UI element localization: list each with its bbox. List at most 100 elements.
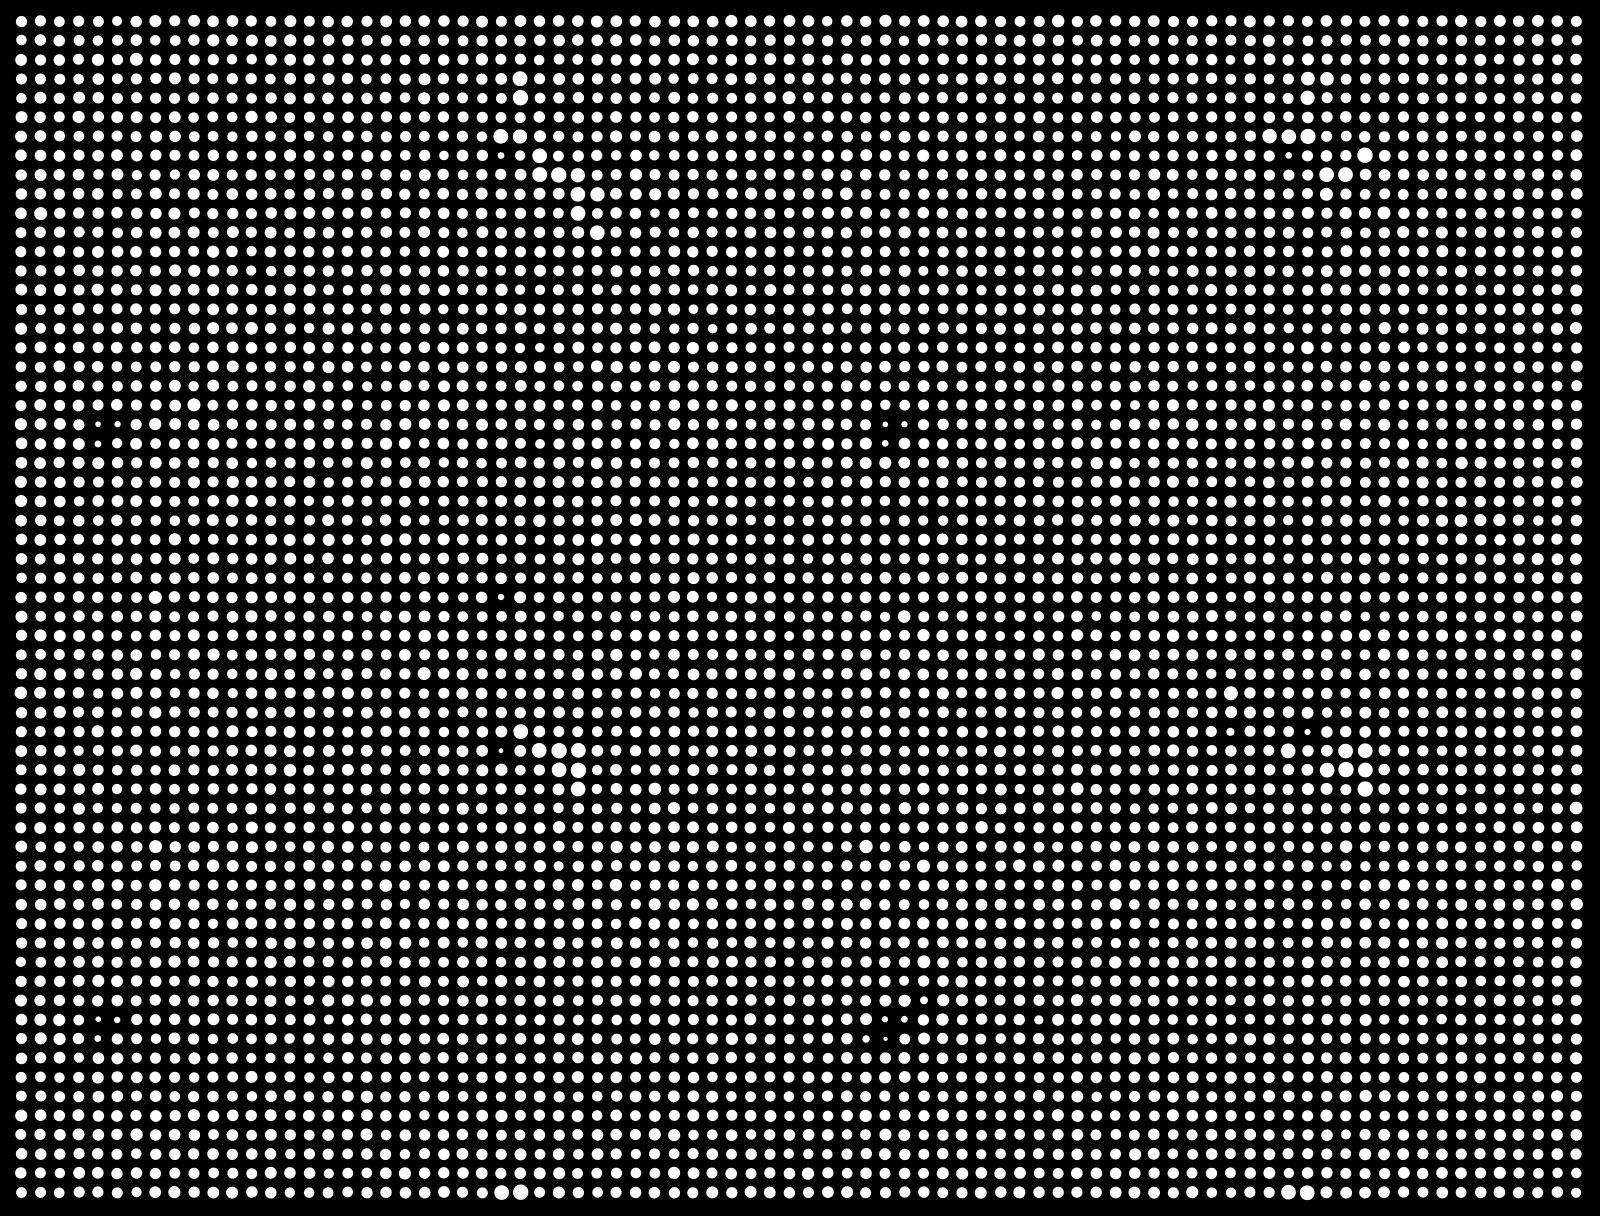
halftone-dot bbox=[1129, 783, 1141, 795]
halftone-dot bbox=[650, 208, 660, 218]
halftone-dot bbox=[475, 917, 488, 930]
halftone-dot bbox=[841, 1109, 853, 1122]
halftone-dot bbox=[1052, 418, 1064, 430]
halftone-dot bbox=[169, 72, 181, 85]
halftone-dot bbox=[111, 1110, 123, 1122]
halftone-dot bbox=[802, 591, 814, 604]
halftone-dot bbox=[1129, 303, 1141, 315]
halftone-dot bbox=[1129, 245, 1141, 258]
halftone-dot bbox=[207, 208, 219, 220]
halftone-dot bbox=[1512, 1128, 1525, 1141]
halftone-dot bbox=[111, 898, 123, 910]
halftone-dot bbox=[883, 1036, 888, 1042]
halftone-dot bbox=[207, 15, 219, 28]
halftone-dot bbox=[649, 688, 661, 699]
halftone-dot bbox=[725, 1051, 737, 1064]
halftone-dot bbox=[764, 188, 777, 200]
halftone-dot bbox=[399, 476, 412, 489]
halftone-dot bbox=[1378, 783, 1391, 795]
halftone-dot bbox=[360, 975, 373, 987]
halftone-dot bbox=[1263, 1032, 1276, 1045]
halftone-dot bbox=[1532, 995, 1544, 1007]
halftone-dot bbox=[1052, 341, 1064, 354]
halftone-dot bbox=[1148, 1071, 1160, 1083]
halftone-dot bbox=[1359, 1052, 1371, 1064]
halftone-dot bbox=[822, 553, 834, 565]
halftone-dot bbox=[342, 957, 353, 968]
halftone-dot bbox=[533, 840, 546, 853]
halftone-dot bbox=[1455, 937, 1467, 949]
halftone-dot bbox=[1436, 54, 1448, 65]
halftone-dot bbox=[1033, 994, 1045, 1006]
halftone-dot bbox=[591, 246, 603, 257]
halftone-dot bbox=[1282, 418, 1295, 430]
halftone-dot bbox=[380, 649, 392, 661]
halftone-dot bbox=[1071, 360, 1083, 373]
halftone-dot bbox=[1282, 937, 1294, 949]
halftone-dot bbox=[975, 591, 987, 603]
halftone-dot bbox=[1052, 995, 1064, 1007]
halftone-dot bbox=[1090, 207, 1103, 220]
halftone-dot bbox=[1571, 130, 1583, 142]
halftone-dot bbox=[1340, 687, 1351, 699]
halftone-dot bbox=[91, 1071, 104, 1084]
halftone-dot bbox=[879, 188, 891, 200]
halftone-dot bbox=[1263, 1071, 1275, 1084]
halftone-dot bbox=[1378, 802, 1390, 814]
halftone-dot bbox=[341, 1052, 354, 1064]
halftone-dot bbox=[1302, 35, 1314, 47]
halftone-dot bbox=[879, 73, 891, 85]
halftone-dot bbox=[417, 667, 431, 681]
halftone-dot bbox=[1090, 706, 1102, 718]
halftone-dot bbox=[227, 1090, 238, 1102]
halftone-dot bbox=[1033, 246, 1045, 258]
halftone-dot bbox=[1454, 514, 1468, 527]
halftone-dot bbox=[73, 1166, 86, 1179]
halftone-dot bbox=[226, 802, 238, 814]
halftone-dot bbox=[821, 994, 833, 1006]
halftone-dot bbox=[668, 15, 681, 27]
halftone-dot bbox=[668, 34, 681, 47]
halftone-dot bbox=[1109, 188, 1121, 200]
halftone-dot bbox=[1128, 841, 1141, 853]
halftone-dot bbox=[169, 879, 181, 891]
halftone-dot bbox=[1205, 610, 1218, 622]
halftone-dot bbox=[34, 399, 47, 412]
halftone-dot bbox=[476, 341, 488, 353]
halftone-dot bbox=[860, 1129, 871, 1141]
halftone-dot bbox=[207, 360, 219, 373]
halftone-dot bbox=[629, 303, 642, 315]
halftone-dot bbox=[1339, 1090, 1352, 1103]
halftone-dot bbox=[187, 476, 200, 489]
halftone-dot bbox=[150, 112, 162, 124]
halftone-dot bbox=[745, 1091, 756, 1103]
halftone-dot bbox=[342, 34, 354, 47]
halftone-dot bbox=[476, 975, 488, 987]
halftone-dot bbox=[1551, 207, 1563, 219]
halftone-dot bbox=[821, 15, 833, 27]
halftone-dot bbox=[283, 937, 296, 950]
halftone-dot bbox=[1244, 879, 1256, 891]
halftone-dot bbox=[1320, 610, 1333, 623]
halftone-dot bbox=[1456, 226, 1467, 238]
halftone-dot bbox=[92, 73, 105, 85]
halftone-dot bbox=[956, 1167, 969, 1180]
halftone-dot bbox=[687, 956, 699, 968]
halftone-dot bbox=[16, 92, 27, 104]
halftone-dot bbox=[706, 1033, 718, 1045]
halftone-dot bbox=[1358, 206, 1371, 220]
halftone-dot bbox=[514, 610, 527, 623]
halftone-dot bbox=[534, 534, 546, 546]
halftone-dot bbox=[1455, 15, 1468, 28]
halftone-dot bbox=[245, 668, 258, 681]
halftone-dot bbox=[91, 725, 104, 738]
halftone-dot bbox=[1282, 917, 1294, 929]
halftone-dot bbox=[342, 284, 354, 296]
halftone-dot bbox=[1340, 514, 1353, 527]
halftone-dot bbox=[399, 975, 411, 987]
halftone-dot bbox=[552, 1148, 565, 1161]
halftone-dot bbox=[399, 1033, 411, 1045]
halftone-dot bbox=[975, 1013, 988, 1025]
halftone-dot bbox=[457, 35, 469, 47]
halftone-dot bbox=[629, 245, 641, 257]
